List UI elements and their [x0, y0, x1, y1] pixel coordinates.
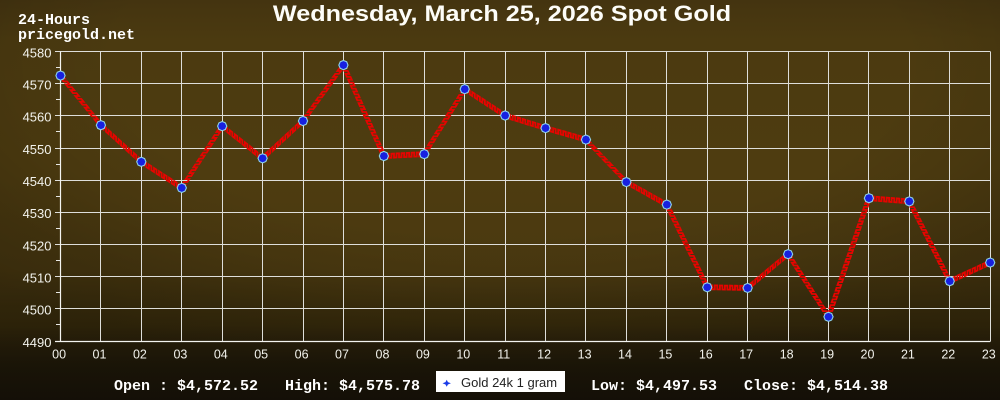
svg-text:4550: 4550 — [23, 142, 52, 157]
svg-text:4530: 4530 — [23, 206, 52, 221]
svg-text:4500: 4500 — [23, 303, 52, 318]
svg-text:13: 13 — [578, 348, 592, 362]
svg-text:4510: 4510 — [23, 271, 52, 286]
svg-text:11: 11 — [497, 348, 510, 362]
svg-text:23: 23 — [982, 348, 996, 362]
svg-text:16: 16 — [699, 348, 713, 362]
svg-text:15: 15 — [658, 348, 672, 362]
svg-text:09: 09 — [416, 348, 430, 362]
svg-text:10: 10 — [456, 348, 470, 362]
svg-text:4580: 4580 — [23, 45, 52, 60]
svg-text:4520: 4520 — [23, 238, 52, 253]
svg-text:20: 20 — [861, 348, 875, 362]
svg-text:4560: 4560 — [23, 110, 52, 125]
svg-text:22: 22 — [941, 348, 955, 362]
svg-text:12: 12 — [537, 348, 551, 362]
svg-text:01: 01 — [93, 348, 107, 362]
svg-text:4490: 4490 — [23, 335, 52, 350]
svg-text:04: 04 — [214, 348, 228, 362]
svg-text:21: 21 — [901, 348, 915, 362]
svg-text:02: 02 — [133, 348, 147, 362]
svg-text:07: 07 — [335, 348, 349, 362]
svg-text:08: 08 — [376, 348, 390, 362]
svg-text:14: 14 — [618, 348, 632, 362]
svg-text:06: 06 — [295, 348, 309, 362]
svg-text:4570: 4570 — [23, 78, 52, 93]
svg-text:4540: 4540 — [23, 174, 52, 189]
svg-text:00: 00 — [52, 348, 66, 362]
svg-text:19: 19 — [820, 348, 834, 362]
svg-text:05: 05 — [254, 348, 268, 362]
svg-text:18: 18 — [780, 348, 794, 362]
svg-text:03: 03 — [173, 348, 187, 362]
svg-text:17: 17 — [739, 348, 753, 362]
